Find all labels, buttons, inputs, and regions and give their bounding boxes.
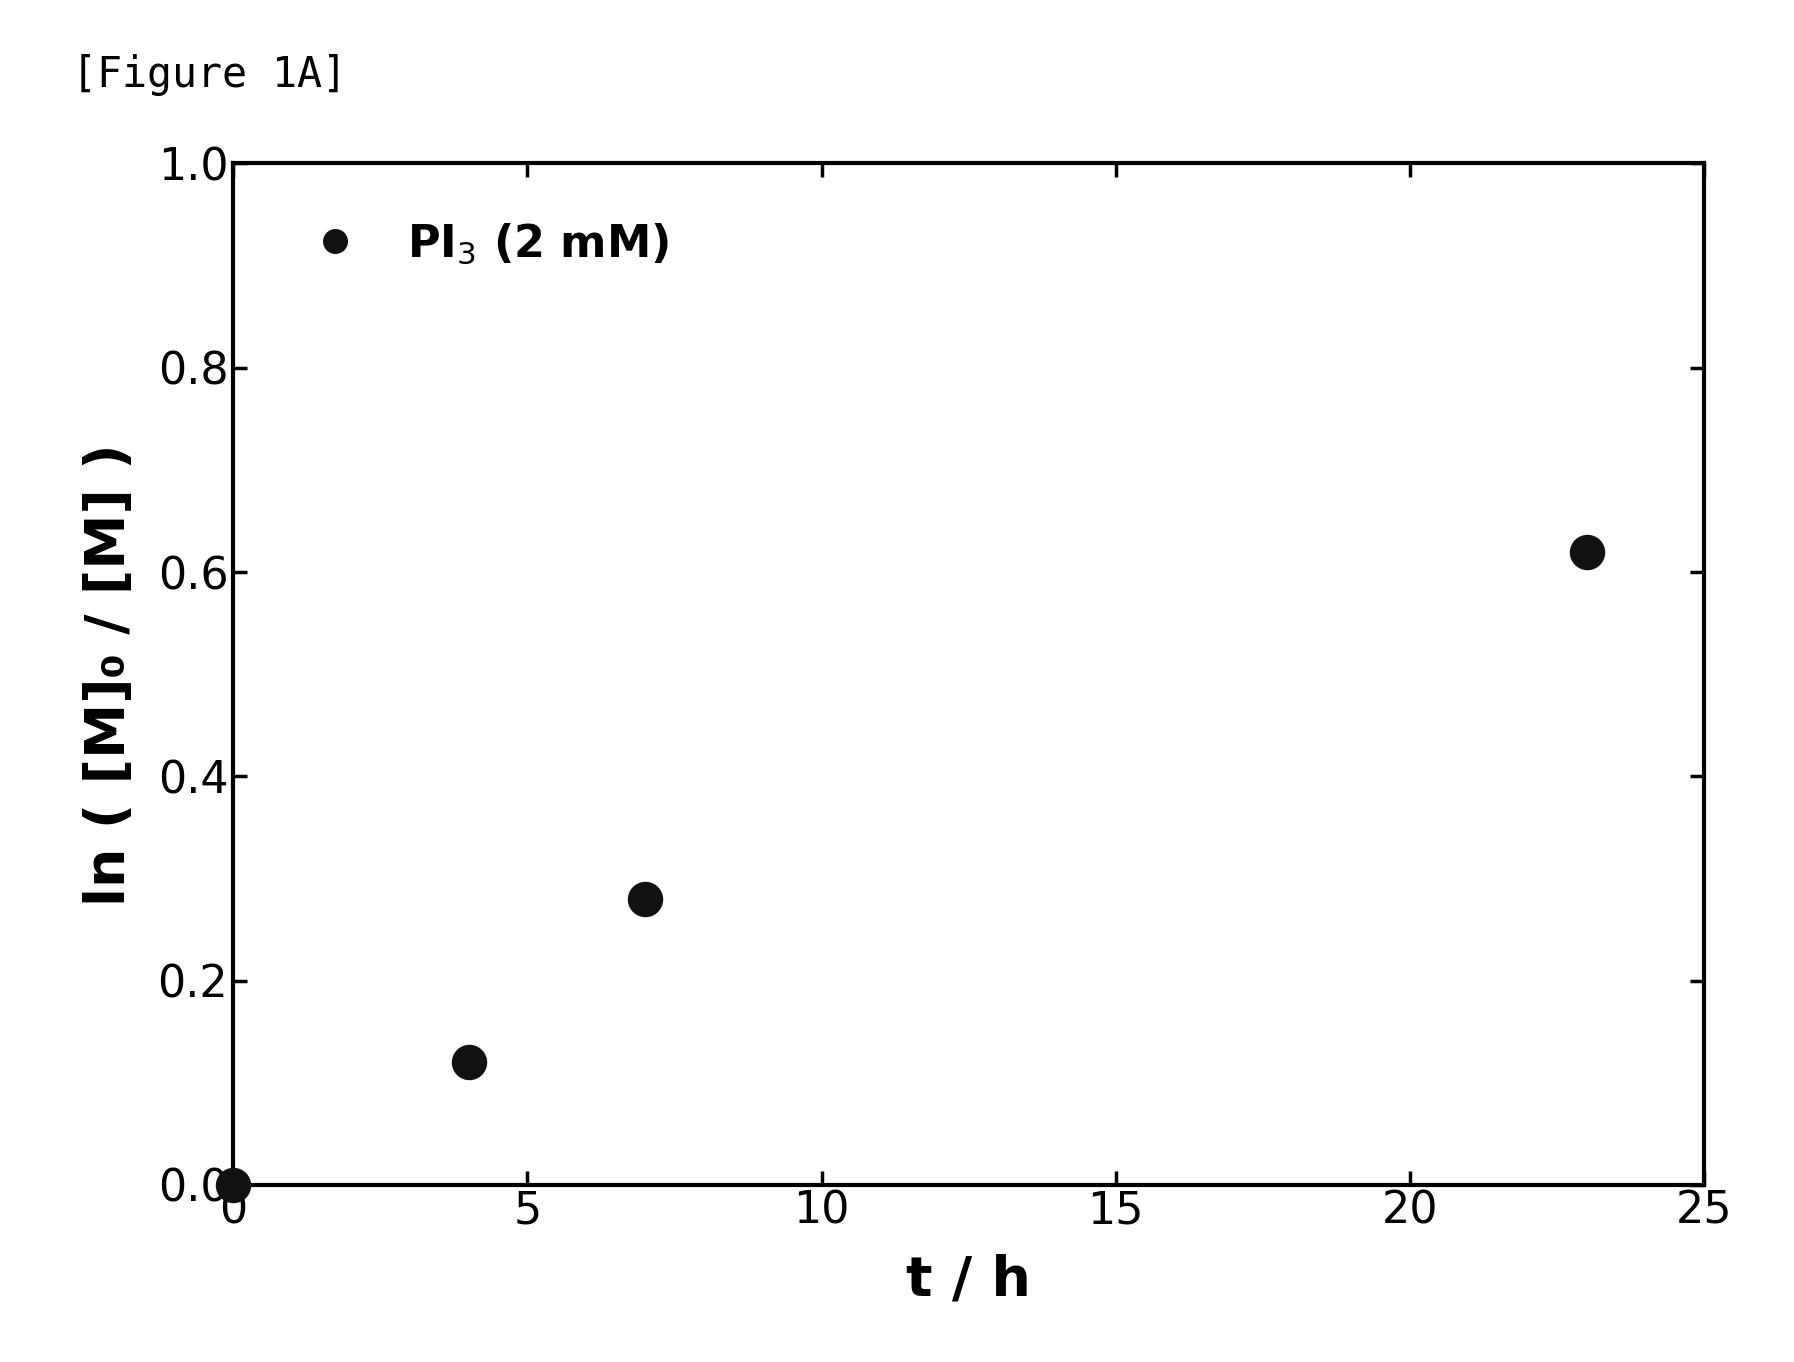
X-axis label: t / h: t / h <box>906 1253 1032 1308</box>
Point <box>631 888 660 910</box>
Point <box>219 1174 248 1196</box>
Legend: PI$_3$ (2 mM): PI$_3$ (2 mM) <box>255 185 705 301</box>
Y-axis label: ln ( [M]₀ / [M] ): ln ( [M]₀ / [M] ) <box>83 443 136 906</box>
Text: [Figure 1A]: [Figure 1A] <box>72 54 346 97</box>
Point <box>1572 541 1600 563</box>
Point <box>454 1051 483 1073</box>
